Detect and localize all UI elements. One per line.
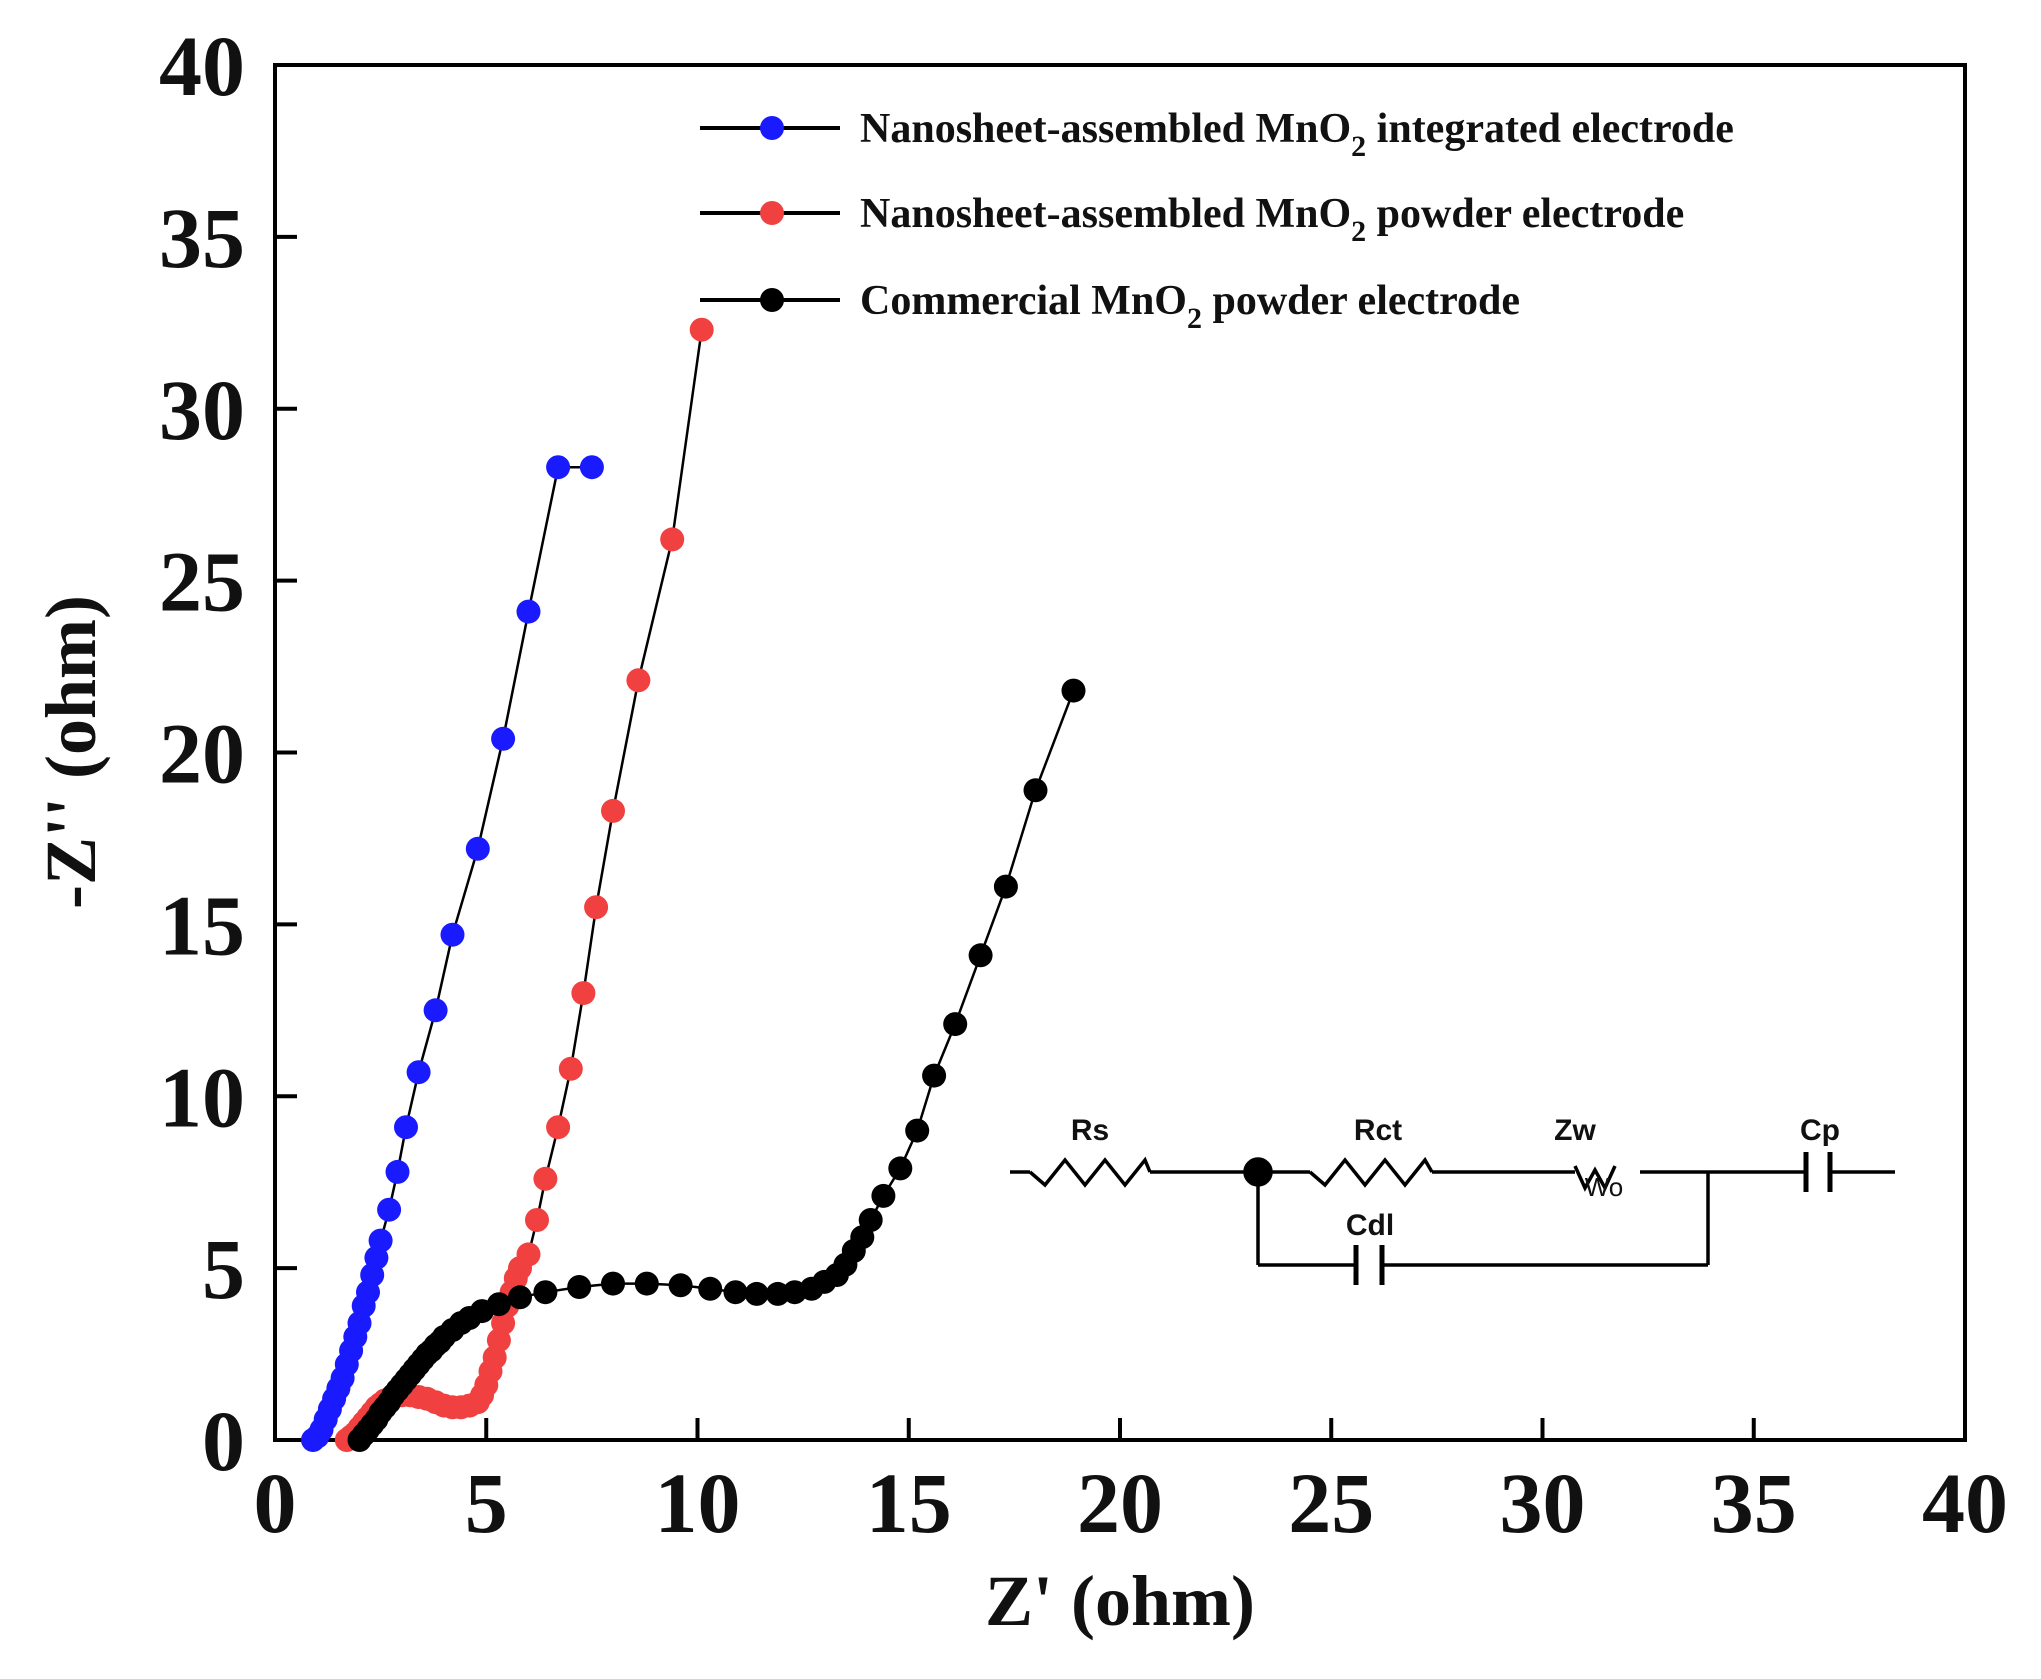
y-axis-title: -Z'' (ohm) <box>31 595 111 909</box>
data-point <box>377 1197 402 1222</box>
data-point <box>668 1273 693 1298</box>
y-tick-label: 5 <box>202 1221 245 1317</box>
data-point <box>922 1063 947 1088</box>
equivalent-circuit-inset <box>1010 1152 1895 1285</box>
plot-frame <box>273 63 1967 1442</box>
data-point <box>385 1159 410 1184</box>
x-axis-title: Z' (ohm) <box>985 1561 1255 1641</box>
data-point <box>993 874 1018 899</box>
data-point <box>465 836 490 861</box>
x-tick-label: 35 <box>1711 1455 1797 1551</box>
circuit-label-cdl: Cdl <box>1346 1209 1394 1242</box>
series-0 <box>301 455 604 1452</box>
legend-label: Nanosheet-assembled MnO2 integrated elec… <box>860 106 1734 163</box>
data-point <box>601 1271 625 1296</box>
data-point <box>486 1292 511 1317</box>
x-tick-label: 15 <box>866 1455 952 1551</box>
x-axis: 0 5 10 15 20 25 30 35 40 <box>254 1418 2008 1551</box>
legend-label: Commercial MnO2 powder electrode <box>860 278 1520 335</box>
circuit-label-wo: Wo <box>1585 1172 1624 1202</box>
zw-warburg-element <box>1573 1165 1617 1192</box>
data-point <box>1061 678 1086 703</box>
circuit-label-zw: Zw <box>1554 1114 1596 1147</box>
data-point <box>546 455 571 480</box>
data-point <box>368 1228 393 1253</box>
rs-resistor <box>1028 1156 1152 1188</box>
data-point <box>567 1275 592 1299</box>
data-point <box>660 527 685 552</box>
x-tick-label: 40 <box>1922 1455 2008 1551</box>
data-point <box>744 1281 769 1306</box>
data-point <box>558 1056 583 1081</box>
data-point <box>723 1280 748 1305</box>
x-tick-label: 20 <box>1077 1455 1163 1551</box>
circuit-label-rs: Rs <box>1071 1114 1109 1147</box>
circuit-label-rct: Rct <box>1354 1114 1402 1147</box>
data-point <box>579 455 604 480</box>
data-point <box>858 1208 883 1232</box>
data-point <box>943 1012 968 1037</box>
y-tick-label: 35 <box>159 190 245 286</box>
data-point <box>508 1285 532 1310</box>
data-point <box>440 922 465 947</box>
data-point <box>533 1166 558 1191</box>
y-tick-label: 10 <box>159 1049 245 1145</box>
x-tick-label: 10 <box>655 1455 741 1551</box>
data-point <box>689 317 714 342</box>
data-point <box>698 1276 723 1301</box>
series-2 <box>347 678 1086 1452</box>
x-tick-label: 0 <box>254 1455 297 1551</box>
data-point <box>634 1271 659 1296</box>
legend-marker <box>760 201 784 225</box>
x-tick-label: 25 <box>1288 1455 1374 1551</box>
y-tick-label: 25 <box>159 534 245 630</box>
rct-resistor <box>1308 1156 1434 1188</box>
x-tick-label: 5 <box>465 1455 508 1551</box>
data-point <box>601 798 625 823</box>
legend-label: Nanosheet-assembled MnO2 powder electrod… <box>860 191 1684 248</box>
legend: Nanosheet-assembled MnO2 integrated elec… <box>700 106 1734 335</box>
data-point <box>533 1280 558 1305</box>
legend-marker <box>760 116 784 140</box>
y-tick-label: 15 <box>159 877 245 973</box>
data-point <box>491 726 516 751</box>
series-layer <box>301 317 1086 1452</box>
data-point <box>394 1115 418 1140</box>
y-tick-label: 30 <box>159 362 245 458</box>
data-point <box>516 1242 541 1267</box>
data-point <box>406 1060 431 1085</box>
y-tick-label: 40 <box>159 18 245 114</box>
data-point <box>423 998 448 1023</box>
legend-marker <box>760 288 784 312</box>
data-point <box>888 1156 913 1181</box>
y-tick-label: 0 <box>202 1393 245 1489</box>
data-point <box>584 895 609 920</box>
x-tick-label: 30 <box>1500 1455 1586 1551</box>
data-point <box>968 943 993 968</box>
data-point <box>871 1183 896 1208</box>
circuit-label-cp: Cp <box>1800 1114 1840 1147</box>
data-point <box>571 981 596 1006</box>
data-point <box>525 1208 549 1232</box>
data-point <box>626 668 651 693</box>
data-point <box>905 1118 930 1143</box>
y-axis: 0 5 10 15 20 25 30 35 40 <box>159 18 297 1489</box>
data-point <box>546 1115 571 1140</box>
data-point <box>516 599 541 624</box>
data-point <box>1023 778 1048 803</box>
y-tick-label: 20 <box>159 706 245 802</box>
